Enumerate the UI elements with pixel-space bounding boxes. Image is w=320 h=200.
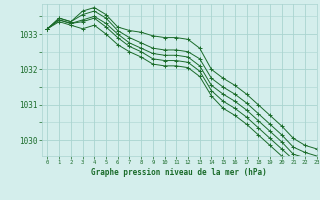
X-axis label: Graphe pression niveau de la mer (hPa): Graphe pression niveau de la mer (hPa) — [91, 168, 267, 177]
